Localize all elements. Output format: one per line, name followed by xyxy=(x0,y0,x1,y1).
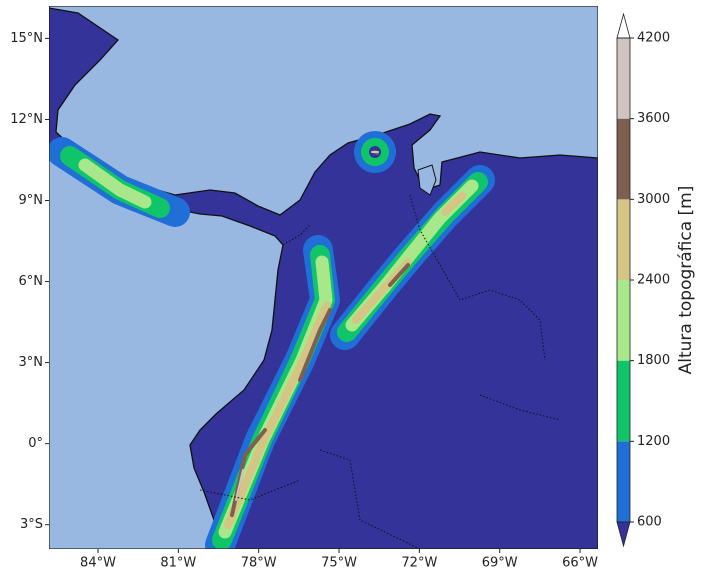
colorbar-extension-high xyxy=(616,12,631,39)
borders xyxy=(199,194,561,549)
x-tick-label: 72°W xyxy=(401,556,437,571)
colorbar-tick-label: 3600 xyxy=(637,111,670,126)
map xyxy=(49,6,598,549)
x-tick-label: 84°W xyxy=(80,556,116,571)
colorbar-tick-label: 4200 xyxy=(637,31,670,46)
y-tick-label: 9°N xyxy=(19,193,44,208)
colorbar-segment xyxy=(617,118,630,200)
x-tick-label: 66°W xyxy=(562,556,598,571)
x-tick-label: 69°W xyxy=(482,556,518,571)
colorbar-segment xyxy=(617,38,630,119)
x-tick-label: 78°W xyxy=(241,556,277,571)
y-tick-label: 3°N xyxy=(19,355,44,370)
colorbar-segment xyxy=(617,280,630,361)
y-tick-label: 6°N xyxy=(19,274,44,289)
y-tick-label: 0° xyxy=(28,436,43,451)
colorbar-label: Altura topográfica [m] xyxy=(676,186,696,375)
colorbar-tick-label: 1200 xyxy=(637,434,670,449)
colorbar-tick-label: 3000 xyxy=(637,192,670,207)
colorbar-segment xyxy=(617,199,630,280)
colorbar-tick-label: 1800 xyxy=(637,353,670,368)
x-tick-label: 81°W xyxy=(160,556,196,571)
colorbar-tick-label: 600 xyxy=(637,515,662,530)
colorbar-segment xyxy=(617,360,630,442)
y-tick-label: 3°S xyxy=(20,517,43,532)
relief xyxy=(49,131,495,549)
colorbar-extension-low xyxy=(616,521,631,548)
x-tick-label: 75°W xyxy=(321,556,357,571)
y-tick-label: 12°N xyxy=(10,112,43,127)
lake xyxy=(417,164,437,196)
y-tick-label: 15°N xyxy=(10,31,43,46)
colorbar-segment xyxy=(617,441,630,522)
colorbar-tick-label: 2400 xyxy=(637,273,670,288)
